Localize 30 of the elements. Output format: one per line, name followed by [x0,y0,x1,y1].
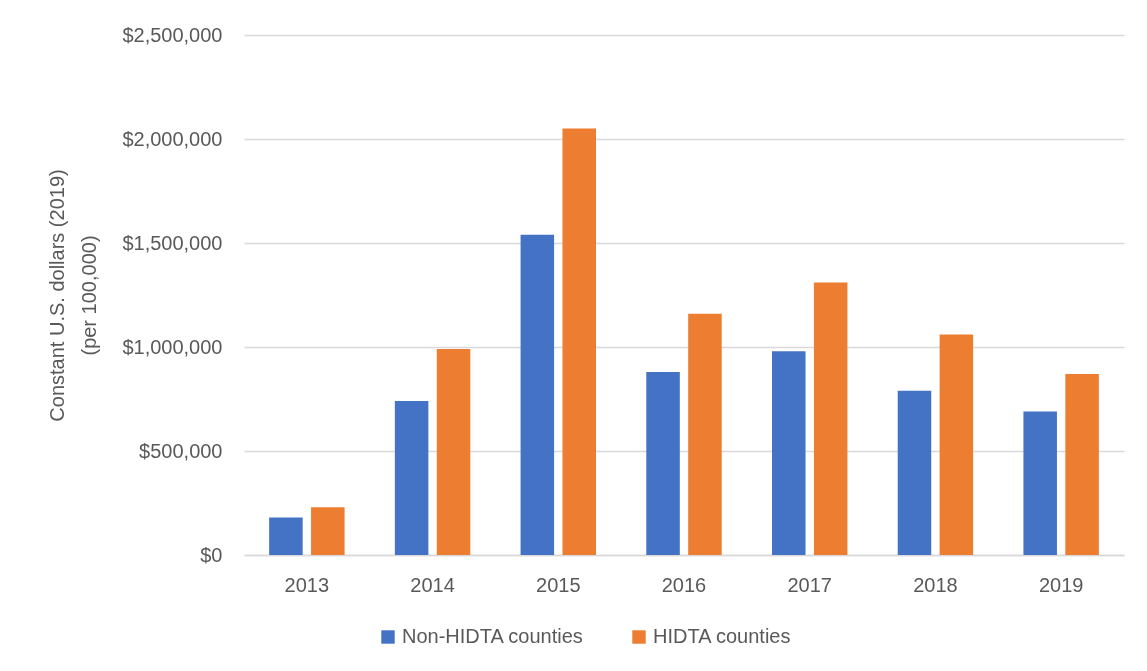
y-axis-title: Constant U.S. dollars (2019) (per 100,000) [46,169,101,422]
bar [269,517,303,555]
x-tick-label: 2015 [536,573,581,596]
legend-label: HIDTA counties [653,625,791,647]
y-tick-label: $500,000 [139,439,223,462]
bar [646,371,680,555]
bar [1065,374,1099,555]
bar [939,334,974,555]
x-tick-label: 2019 [1038,573,1084,596]
bar [436,349,471,555]
x-tick-label: 2018 [913,573,958,596]
x-tick-label: 2017 [787,573,832,596]
legend-label: Non-HIDTA counties [402,625,583,647]
bar [562,128,596,555]
bar [813,282,848,555]
y-tick-label: $2,000,000 [122,127,223,150]
y-tick-label: $1,500,000 [122,231,223,254]
x-tick-label: 2014 [410,573,455,596]
x-tick-label: 2013 [284,573,330,596]
bar [1023,411,1057,555]
bar [394,401,429,555]
y-tick-label: $2,500,000 [122,23,223,46]
bar [772,351,806,555]
bar [897,390,932,555]
y-tick-label: $1,000,000 [122,335,223,358]
x-tick-label: 2016 [661,573,707,596]
y-tick-label: $0 [200,543,223,566]
bar [520,234,555,555]
bar [311,507,345,555]
bar [688,313,722,555]
